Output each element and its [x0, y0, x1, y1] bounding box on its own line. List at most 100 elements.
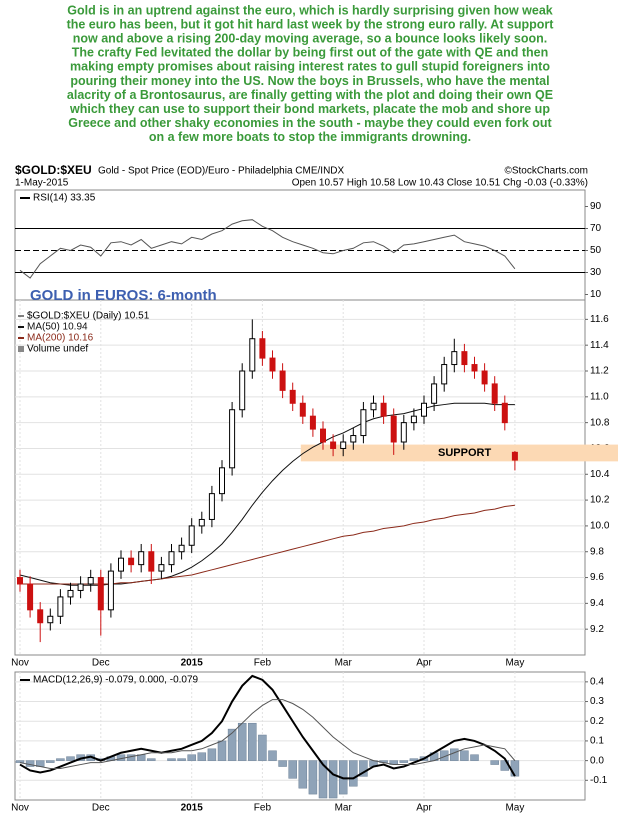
candle-body [471, 364, 478, 372]
histogram-bar [399, 760, 409, 763]
y-tick-label: 30 [590, 267, 602, 278]
histogram-bar [15, 760, 25, 763]
candle-body [309, 415, 316, 430]
candle-body [279, 370, 286, 391]
candle-body [330, 441, 337, 449]
candle-body [289, 389, 296, 404]
y-tick-label: 10 [590, 289, 602, 300]
candle-body [208, 493, 215, 520]
candle-body [511, 451, 518, 461]
commentary-line: pouring their money into the US. Now the… [70, 74, 549, 88]
x-tick-label: Mar [335, 658, 353, 669]
commentary-line: now and above a rising 200-day moving av… [73, 31, 547, 45]
y-tick-label: 11.0 [590, 391, 609, 402]
y-tick-label: 10.4 [590, 469, 610, 480]
candle-body [128, 557, 135, 566]
x-tick-label: Nov [11, 803, 29, 814]
histogram-bar [237, 722, 247, 761]
commentary-line: Greece and other shaky economies in the … [68, 116, 552, 130]
candle-body [360, 409, 367, 437]
x-tick-label: Dec [92, 658, 110, 669]
candle-body [461, 351, 468, 366]
candle-body [138, 551, 145, 566]
x-tick-label: Nov [11, 658, 29, 669]
y-tick-label: -0.1 [590, 775, 608, 786]
y-tick-label: 11.2 [590, 366, 609, 377]
candle-body [421, 402, 427, 417]
histogram-bar [177, 758, 186, 761]
candle-body [320, 428, 326, 443]
commentary-line: on a few more boats to stop the immigran… [149, 130, 471, 144]
x-tick-label: Feb [254, 803, 272, 814]
x-tick-label: 2015 [181, 658, 204, 669]
histogram-bar [298, 760, 308, 789]
x-tick-label: May [505, 658, 524, 669]
candle-body [87, 577, 94, 585]
candle-body [481, 370, 488, 385]
annotation: GOLD in EUROS: 6-month [30, 287, 217, 304]
candle-body [390, 415, 397, 443]
candle-body [350, 435, 357, 443]
candle-body [239, 370, 246, 411]
x-tick-label: May [505, 803, 524, 814]
histogram-bar [510, 760, 520, 777]
candle-body [37, 609, 44, 624]
candle-body [118, 557, 124, 572]
histogram-bar [56, 758, 65, 761]
x-tick-label: Dec [92, 803, 110, 814]
candle-body [299, 402, 306, 417]
y-tick-label: 70 [590, 223, 602, 234]
y-tick-label: 0.2 [590, 716, 604, 727]
y-tick-label: 0.4 [590, 676, 604, 687]
x-tick-label: 2015 [181, 803, 204, 814]
commentary-line: making empty promises about raising inte… [70, 60, 550, 74]
y-tick-label: 10.8 [590, 417, 610, 428]
source: ©StockCharts.com [504, 166, 588, 177]
histogram-bar [227, 728, 237, 761]
histogram-bar [197, 752, 207, 761]
histogram-bar [318, 760, 328, 799]
commentary-line: which they can use to support their bond… [69, 102, 550, 116]
candle-body [451, 351, 458, 366]
candle-body [400, 422, 407, 443]
y-tick-label: 9.2 [590, 624, 604, 635]
legend: Volume undef [27, 344, 88, 355]
legend: RSI(14) 33.35 [33, 193, 96, 204]
quote: Open 10.57 High 10.58 Low 10.43 Close 10… [292, 178, 588, 189]
y-tick-label: 9.8 [590, 546, 604, 557]
candle-body [107, 570, 114, 611]
y-tick-label: 50 [590, 245, 602, 256]
candle-body [188, 525, 195, 546]
legend: MA(50) 10.94 [27, 322, 88, 333]
legend-swatch [18, 346, 24, 352]
y-tick-label: 90 [590, 201, 602, 212]
y-tick-label: 0.1 [590, 736, 604, 747]
candle-body [17, 577, 23, 585]
candle-body [67, 589, 74, 598]
histogram-bar [167, 758, 176, 761]
candle-body [441, 364, 448, 385]
histogram-bar [288, 760, 297, 779]
y-tick-label: 0.0 [590, 755, 604, 766]
y-tick-label: 0.3 [590, 696, 604, 707]
candle-body [249, 338, 256, 372]
histogram-bar [46, 760, 55, 763]
candle-body [77, 583, 84, 591]
histogram-bar [217, 740, 227, 761]
x-tick-label: Feb [254, 658, 272, 669]
candle-body [148, 551, 155, 572]
histogram-bar [207, 748, 217, 761]
histogram-bar [278, 760, 287, 767]
y-tick-label: 9.4 [590, 598, 604, 609]
commentary-line: the euro has been, but it got hit hard l… [67, 17, 555, 31]
candle-body [168, 551, 175, 566]
symbol: $GOLD:$XEU [15, 163, 92, 177]
candle-body [431, 383, 438, 404]
series-line [19, 699, 516, 769]
candle-body [57, 596, 64, 617]
candle-body [370, 402, 377, 411]
histogram-bar [147, 758, 156, 761]
histogram-bar [409, 758, 419, 761]
